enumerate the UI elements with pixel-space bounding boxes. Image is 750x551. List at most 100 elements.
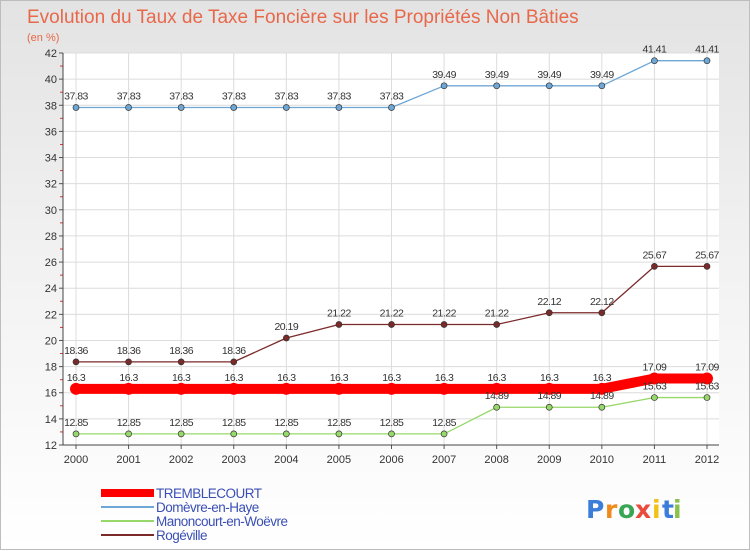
- data-label-manoncourt-en-woevre: 15.63: [695, 381, 719, 393]
- data-point-tremblecourt: [227, 382, 240, 395]
- data-point-rogeville: [545, 309, 553, 317]
- data-point-tremblecourt: [490, 382, 503, 395]
- data-point-manoncourt-en-woevre: [598, 403, 606, 411]
- y-tick-label: 30: [45, 205, 57, 217]
- data-point-manoncourt-en-woevre: [230, 430, 238, 438]
- data-point-tremblecourt: [701, 372, 713, 385]
- y-tick-label: 26: [45, 257, 57, 269]
- data-point-rogeville: [440, 321, 448, 328]
- data-label-tremblecourt: 17.09: [695, 361, 719, 373]
- axes: 12 14 16 18 20 22 24 26 28 30 32 34 36 38 40 42 2000 2001…: [45, 48, 719, 466]
- data-label-manoncourt-en-woevre: 14.89: [590, 390, 614, 402]
- data-point-rogeville: [177, 358, 185, 366]
- y-tick-label: 12: [45, 440, 57, 452]
- x-tick-label: 2012: [695, 454, 719, 466]
- data-point-rogeville: [703, 263, 711, 270]
- data-point-domevre-en-haye: [230, 104, 238, 111]
- data-point-rogeville: [335, 321, 343, 328]
- data-label-tremblecourt: 16.3: [487, 372, 506, 384]
- data-label-domevre-en-haye: 37.83: [169, 90, 193, 102]
- data-point-domevre-en-haye: [282, 104, 290, 111]
- data-label-tremblecourt: 16.3: [172, 372, 191, 384]
- data-label-tremblecourt: 16.3: [382, 372, 401, 384]
- data-label-domevre-en-haye: 39.49: [432, 69, 456, 81]
- data-point-tremblecourt: [543, 382, 556, 395]
- data-point-domevre-en-haye: [703, 57, 711, 65]
- y-tick-label: 36: [45, 126, 57, 138]
- x-tick-label: 2003: [222, 454, 246, 466]
- y-tick-label: 20: [45, 335, 57, 347]
- data-label-tremblecourt: 16.3: [225, 372, 244, 384]
- data-label-manoncourt-en-woevre: 12.85: [64, 417, 88, 429]
- x-tick-label: 2007: [432, 454, 456, 466]
- data-point-manoncourt-en-woevre: [125, 430, 132, 438]
- logo-letter: t: [662, 495, 675, 524]
- data-label-manoncourt-en-woevre: 12.85: [432, 417, 456, 429]
- data-point-domevre-en-haye: [125, 104, 132, 111]
- data-label-manoncourt-en-woevre: 12.85: [222, 417, 246, 429]
- y-tick-label: 14: [45, 414, 57, 426]
- data-label-rogeville: 18.36: [222, 345, 246, 357]
- x-tick-label: 2010: [590, 454, 614, 466]
- x-tick-label: 2000: [64, 454, 88, 466]
- data-point-domevre-en-haye: [335, 104, 343, 111]
- data-point-manoncourt-en-woevre: [388, 430, 395, 438]
- y-tick-label: 28: [45, 231, 57, 243]
- data-label-domevre-en-haye: 41.41: [643, 44, 667, 56]
- data-label-manoncourt-en-woevre: 12.85: [117, 417, 141, 429]
- chart-title: Evolution du Taux de Taxe Foncière sur l…: [27, 7, 579, 28]
- data-point-manoncourt-en-woevre: [72, 430, 80, 438]
- data-point-tremblecourt: [70, 382, 82, 395]
- data-point-rogeville: [72, 358, 80, 366]
- data-label-domevre-en-haye: 39.49: [485, 69, 509, 81]
- data-label-tremblecourt: 16.3: [593, 372, 612, 384]
- data-label-tremblecourt: 16.3: [435, 372, 454, 384]
- y-tick-label: 24: [45, 283, 57, 295]
- legend-label-tremblecourt: TREMBLECOURT: [156, 486, 262, 501]
- logo-letter: P: [586, 495, 605, 524]
- x-tick-label: 2001: [116, 454, 140, 466]
- data-label-tremblecourt: 16.3: [119, 372, 138, 384]
- data-point-domevre-en-haye: [598, 82, 606, 90]
- data-label-domevre-en-haye: 37.83: [222, 90, 246, 102]
- data-point-rogeville: [493, 321, 501, 328]
- logo-letter: i: [673, 495, 683, 524]
- legend: TREMBLECOURTDomèvre-en-HayeManoncourt-en…: [101, 486, 288, 543]
- data-point-manoncourt-en-woevre: [177, 430, 185, 438]
- data-point-tremblecourt: [280, 382, 293, 395]
- data-label-domevre-en-haye: 39.49: [537, 69, 561, 81]
- data-labels: 16.3 16.3 16.3 16.3 16.3 16.3 16.3 16.3 16.3 16.3…: [64, 44, 720, 429]
- data-label-rogeville: 25.67: [695, 249, 719, 261]
- series-group: [70, 57, 713, 438]
- data-label-tremblecourt: 16.3: [330, 372, 349, 384]
- logo-letter: r: [605, 495, 618, 524]
- data-label-tremblecourt: 16.3: [540, 372, 559, 384]
- data-point-manoncourt-en-woevre: [335, 430, 343, 438]
- data-label-rogeville: 21.22: [485, 308, 509, 320]
- data-point-manoncourt-en-woevre: [545, 403, 553, 411]
- data-point-manoncourt-en-woevre: [493, 403, 501, 411]
- grid: [63, 52, 719, 446]
- data-point-tremblecourt: [332, 382, 345, 395]
- data-point-domevre-en-haye: [388, 104, 395, 111]
- legend-label-manoncourt-en-woevre: Manoncourt-en-Woëvre: [156, 514, 288, 529]
- y-tick-label: 32: [45, 179, 57, 191]
- data-point-rogeville: [598, 309, 606, 317]
- data-label-manoncourt-en-woevre: 14.89: [485, 390, 509, 402]
- data-label-manoncourt-en-woevre: 12.85: [169, 417, 193, 429]
- x-tick-label: 2009: [537, 454, 561, 466]
- data-label-domevre-en-haye: 37.83: [380, 90, 404, 102]
- data-label-domevre-en-haye: 37.83: [64, 90, 88, 102]
- data-label-rogeville: 21.22: [327, 308, 351, 320]
- data-label-domevre-en-haye: 37.83: [274, 90, 298, 102]
- logo-letter: x: [635, 495, 652, 524]
- data-point-tremblecourt: [122, 382, 135, 395]
- data-point-tremblecourt: [438, 382, 451, 395]
- data-label-domevre-en-haye: 41.41: [695, 44, 719, 56]
- logo-letter: i: [652, 495, 662, 524]
- data-point-manoncourt-en-woevre: [282, 430, 290, 438]
- data-label-manoncourt-en-woevre: 14.89: [537, 390, 561, 402]
- legend-label-domevre-en-haye: Domèvre-en-Haye: [156, 500, 259, 515]
- data-label-rogeville: 22.12: [590, 296, 614, 308]
